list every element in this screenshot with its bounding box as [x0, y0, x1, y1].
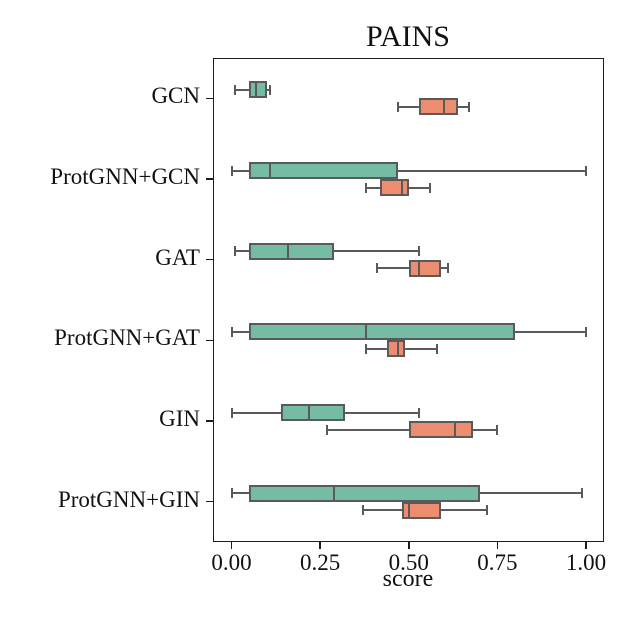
- whisker-cap: [446, 263, 449, 274]
- median-line: [400, 179, 403, 196]
- whisker-line: [235, 88, 250, 91]
- whisker-cap: [468, 101, 470, 112]
- median-line: [269, 162, 272, 179]
- y-tick-label: ProtGNN+GCN: [50, 164, 200, 189]
- whisker-line: [362, 509, 402, 512]
- whisker-cap: [581, 488, 584, 499]
- whisker-line: [231, 492, 250, 495]
- median-line: [397, 340, 400, 358]
- whisker-cap: [585, 165, 587, 176]
- whisker-line: [405, 347, 438, 350]
- boxplot-box: [408, 259, 441, 277]
- plot-area: [213, 58, 604, 542]
- whisker-cap: [485, 505, 488, 516]
- whisker-line: [398, 105, 420, 108]
- whisker-line: [458, 105, 469, 108]
- whisker-line: [440, 267, 448, 270]
- y-tick-label: GIN: [159, 406, 200, 431]
- y-tick-mark: [206, 178, 213, 180]
- whisker-line: [231, 330, 250, 333]
- x-tick-mark: [585, 542, 587, 549]
- whisker-cap: [418, 407, 421, 418]
- boxplot-box: [419, 98, 459, 116]
- whisker-cap: [365, 343, 368, 354]
- whisker-cap: [326, 424, 329, 435]
- median-line: [333, 484, 336, 502]
- x-tick-label: 0.25: [300, 550, 341, 575]
- y-tick-mark: [206, 258, 213, 261]
- whisker-cap: [230, 165, 233, 176]
- y-tick-label: GAT: [155, 244, 200, 270]
- x-tick-mark: [496, 542, 499, 549]
- median-line: [308, 404, 311, 421]
- boxplot-box: [387, 340, 406, 358]
- whisker-cap: [585, 326, 587, 337]
- y-tick-mark: [206, 97, 213, 100]
- whisker-cap: [361, 505, 364, 516]
- whisker-cap: [429, 182, 432, 193]
- whisker-line: [515, 330, 586, 333]
- boxplot-box: [401, 501, 441, 519]
- whisker-line: [344, 411, 420, 414]
- x-tick-mark: [407, 542, 410, 549]
- x-tick-label: 0.50: [388, 550, 429, 575]
- x-tick-label: 0.00: [211, 550, 252, 575]
- whisker-cap: [418, 246, 421, 257]
- y-tick-label: GCN: [151, 83, 200, 109]
- y-tick-mark: [206, 500, 213, 503]
- y-tick-label: ProtGNN+GIN: [57, 486, 200, 512]
- boxplot-box: [380, 179, 409, 196]
- whisker-line: [366, 347, 388, 350]
- whisker-line: [266, 88, 271, 91]
- whisker-line: [440, 509, 487, 512]
- median-line: [418, 259, 421, 277]
- x-tick-label: 0.75: [477, 550, 518, 575]
- whisker-cap: [230, 407, 233, 418]
- boxplot-box: [249, 323, 516, 341]
- whisker-cap: [375, 263, 378, 274]
- whisker-line: [231, 169, 250, 172]
- y-tick-mark: [206, 339, 213, 342]
- whisker-cap: [234, 84, 237, 95]
- whisker-cap: [397, 101, 400, 112]
- whisker-line: [376, 267, 409, 270]
- whisker-line: [366, 186, 381, 189]
- median-line: [287, 242, 290, 260]
- median-line: [365, 323, 368, 341]
- boxplot-box: [281, 404, 345, 421]
- whisker-line: [235, 250, 250, 253]
- whisker-cap: [234, 246, 237, 257]
- boxplot-box: [249, 162, 399, 179]
- x-axis-label: score: [382, 566, 434, 592]
- boxplot-box: [249, 81, 267, 99]
- whisker-line: [327, 428, 409, 431]
- median-line: [453, 421, 456, 438]
- y-tick-mark: [206, 420, 213, 422]
- median-line: [255, 81, 258, 99]
- whisker-line: [479, 492, 583, 495]
- whisker-line: [398, 169, 586, 172]
- median-line: [407, 501, 410, 519]
- y-tick-label: ProtGNN+GAT: [54, 325, 200, 351]
- x-tick-label: 1.00: [565, 550, 607, 575]
- x-tick-mark: [319, 542, 321, 549]
- whisker-line: [472, 428, 498, 431]
- chart-title: PAINS: [366, 20, 450, 53]
- whisker-cap: [269, 84, 272, 95]
- whisker-line: [231, 411, 282, 414]
- x-tick-mark: [230, 542, 233, 549]
- boxplot-box: [408, 421, 473, 438]
- whisker-cap: [230, 488, 233, 499]
- boxplot-box: [249, 484, 480, 502]
- whisker-cap: [496, 424, 499, 435]
- boxplot-box: [249, 242, 335, 260]
- median-line: [443, 98, 446, 116]
- whisker-line: [334, 250, 420, 253]
- whisker-cap: [365, 182, 368, 193]
- whisker-line: [408, 186, 431, 189]
- whisker-cap: [436, 343, 439, 354]
- whisker-cap: [230, 326, 233, 337]
